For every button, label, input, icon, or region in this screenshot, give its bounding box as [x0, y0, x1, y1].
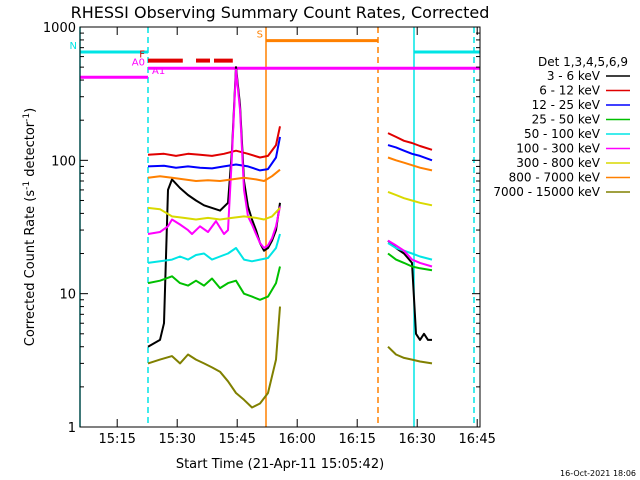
y-tick-label-2: 100	[51, 154, 76, 169]
series-line-1-seg1	[147, 126, 281, 159]
series-line-6-seg2	[387, 190, 433, 207]
flag-label-a0: A0	[132, 57, 145, 68]
y-axis-label-exp2: -1	[22, 113, 32, 122]
x-axis-label: Start Time (21-Apr-11 15:05:42)	[176, 457, 384, 472]
series-line-1-seg2	[387, 132, 433, 151]
timestamp: 16-Oct-2021 18:06	[560, 469, 636, 478]
legend-label-1: 6 - 12 keV	[539, 84, 601, 98]
y-axis-label-exp1: -1	[22, 181, 32, 190]
flag-label-f: F	[139, 50, 145, 61]
series-line-5-seg1	[147, 68, 281, 249]
series-line-7-seg2	[387, 156, 433, 172]
flag-label-s: S	[257, 30, 263, 41]
legend-label-3: 25 - 50 keV	[532, 113, 601, 127]
x-tick-label-0: 15:15	[98, 432, 135, 447]
series-line-0-seg2	[387, 239, 432, 341]
x-tick-label-2: 15:45	[218, 432, 255, 447]
y-axis-ticks: 1 10 100 1000	[43, 21, 480, 436]
x-tick-label-4: 16:15	[338, 432, 375, 447]
y-axis-label-mid: detector	[23, 121, 38, 181]
legend-label-2: 12 - 25 keV	[532, 98, 601, 112]
legend-label-4: 50 - 100 keV	[524, 127, 601, 141]
legend-label-0: 3 - 6 keV	[547, 69, 601, 83]
flag-label-a1: A1	[152, 66, 165, 77]
y-tick-label-0: 1	[68, 421, 76, 436]
y-tick-label-1: 10	[59, 288, 76, 303]
x-tick-label-6: 16:45	[458, 432, 495, 447]
y-tick-label-3: 1000	[43, 21, 76, 36]
flag-label-n: N	[70, 41, 77, 52]
x-tick-label-3: 16:00	[278, 432, 315, 447]
x-tick-label-5: 16:30	[398, 432, 435, 447]
y-axis-label: Corrected Count Rate (s-1 detector-1)	[22, 108, 38, 346]
y-axis-label-end: )	[23, 108, 38, 113]
series-line-4-seg1	[147, 233, 281, 264]
series-line-5-seg2	[387, 239, 433, 268]
series-line-8-seg1	[147, 306, 281, 409]
series-line-2-seg1	[147, 136, 281, 172]
legend-label-8: 7000 - 15000 keV	[493, 185, 600, 199]
plot-area: N FA0 A1 S	[70, 27, 480, 427]
series-line-4-seg2	[387, 242, 433, 261]
series-line-7-seg1	[147, 168, 281, 182]
series-line-3-seg1	[147, 266, 281, 301]
series-line-8-seg2	[387, 345, 433, 365]
series-line-3-seg2	[387, 252, 433, 272]
x-axis-ticks: 15:15 15:30 15:45 16:00 16:15 16:30 16:45	[98, 27, 496, 447]
series-line-6-seg1	[147, 206, 281, 221]
legend-title: Det 1,3,4,5,6,9	[538, 55, 628, 69]
legend-label-6: 300 - 800 keV	[516, 156, 600, 170]
series-line-2-seg2	[387, 144, 433, 162]
y-axis-label-main: Corrected Count Rate (s	[23, 190, 38, 347]
legend-label-5: 100 - 300 keV	[516, 142, 600, 156]
series-line-0-seg1	[147, 66, 281, 348]
legend-label-7: 800 - 7000 keV	[509, 171, 601, 185]
chart-title: RHESSI Observing Summary Count Rates, Co…	[71, 3, 490, 22]
x-tick-label-1: 15:30	[158, 432, 195, 447]
plot-frame	[79, 26, 481, 428]
